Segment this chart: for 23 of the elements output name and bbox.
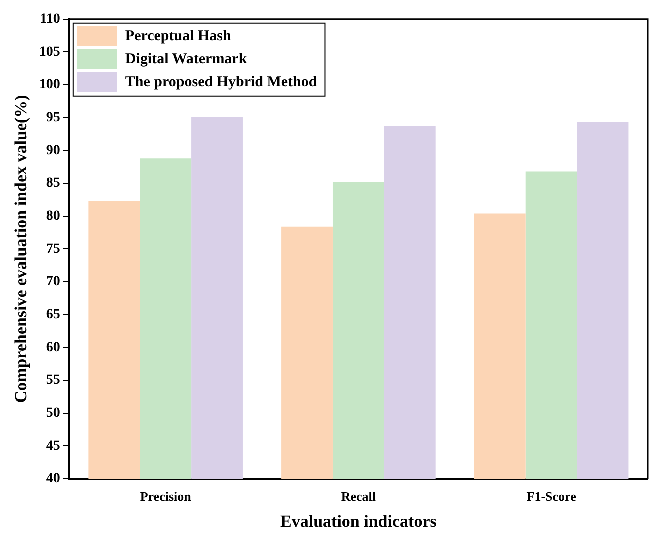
y-tick-label: 70	[46, 274, 60, 290]
x-axis-title: Evaluation indicators	[280, 512, 438, 532]
y-tick-label: 40	[46, 472, 60, 487]
y-tick-label: 55	[46, 373, 60, 388]
y-tick-label: 95	[46, 110, 60, 126]
y-tick-label: 75	[46, 242, 60, 257]
x-tick-label: F1-Score	[526, 489, 577, 504]
y-tick-label: 45	[46, 438, 60, 454]
y-tick-label: 90	[46, 143, 60, 158]
y-tick-label: 60	[46, 340, 60, 356]
y-tick-label: 80	[46, 208, 60, 224]
y-tick-label: 100	[39, 78, 60, 93]
x-tick-label: Precision	[140, 489, 192, 504]
y-tick-label: 110	[40, 12, 60, 28]
legend-label: Digital Watermark	[125, 51, 248, 68]
y-tick-label: 50	[46, 406, 60, 421]
y-tick-label: 65	[46, 307, 60, 322]
y-tick-label: 85	[46, 176, 60, 192]
legend-label: Perceptual Hash	[125, 28, 232, 44]
legend-label: The proposed Hybrid Method	[125, 74, 318, 90]
y-tick-label: 105	[39, 44, 60, 60]
y-axis-title: Comprehensive evaluation index value(%)	[12, 95, 31, 404]
x-tick-label: Recall	[341, 489, 376, 504]
